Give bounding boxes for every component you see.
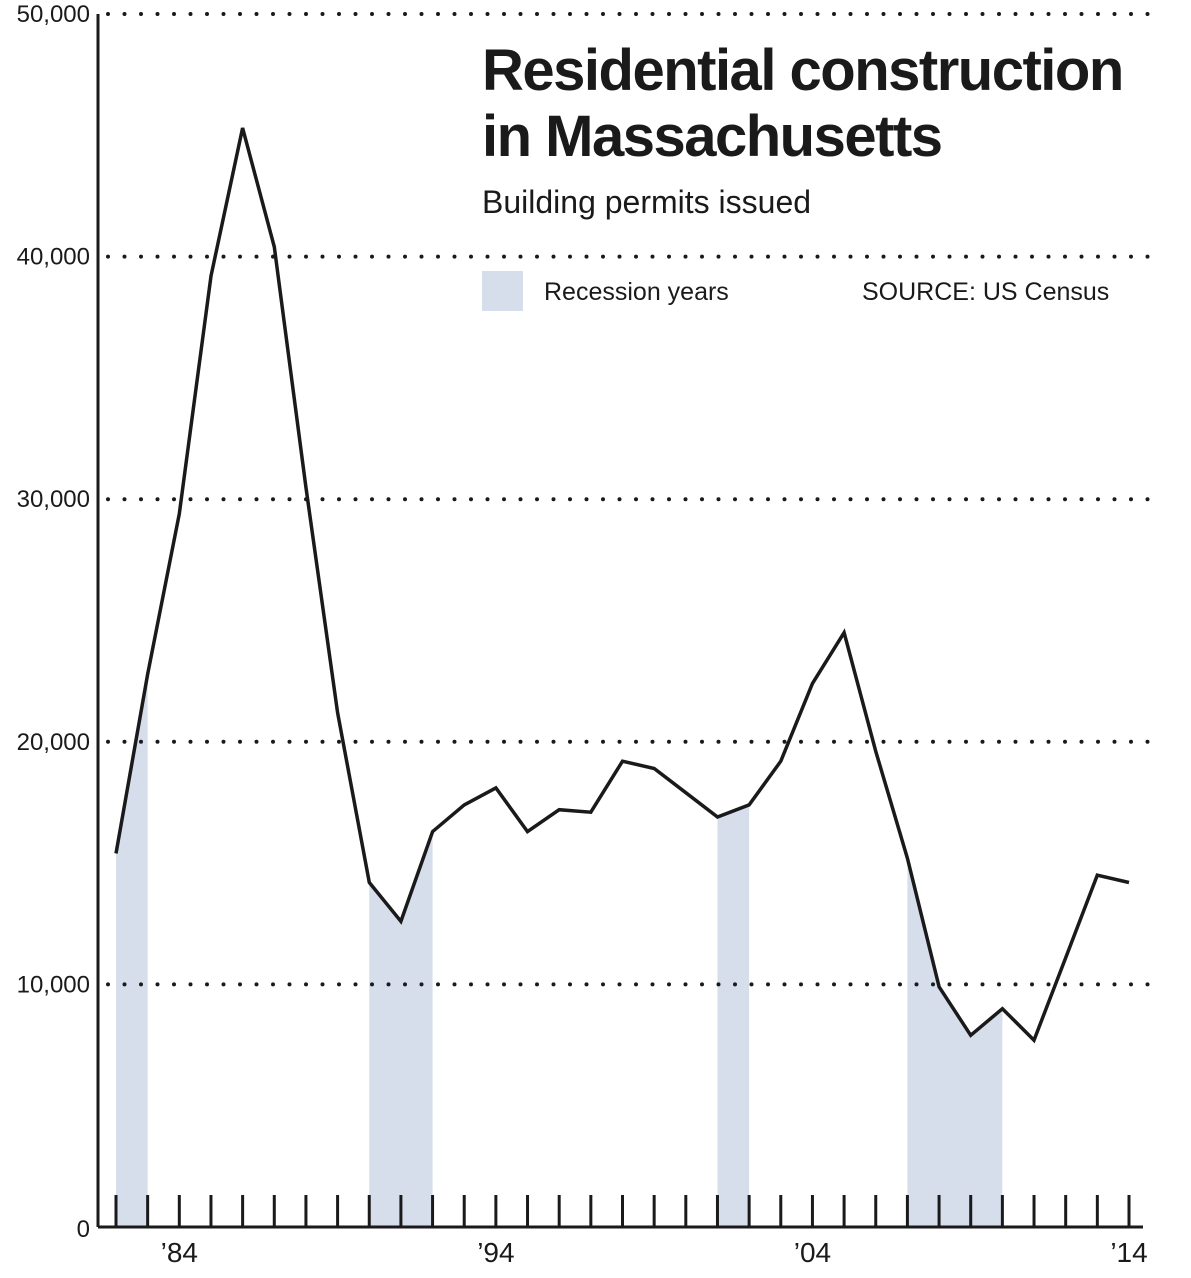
recession-band-2007-2010 — [907, 858, 1003, 1227]
y-tick-label-50000: 50,000 — [17, 1, 90, 28]
x-axis-ticks — [114, 1195, 1131, 1227]
y-tick-label-10000: 10,000 — [17, 971, 90, 998]
chart-subtitle: Building permits issued — [482, 184, 812, 220]
legend-recession-swatch — [482, 271, 523, 311]
legend-recession-label: Recession years — [544, 278, 729, 306]
y-tick-label-40000: 40,000 — [17, 244, 90, 271]
y-tick-label-0: 0 — [77, 1216, 90, 1243]
chart-title-line-1: Residential construction — [482, 38, 1124, 103]
recession-bands — [116, 673, 1003, 1227]
y-tick-label-20000: 20,000 — [17, 729, 90, 756]
axis-labels: 0 10,000 20,000 30,000 40,000 50,000 ’84 ’94 ’04… — [17, 1, 1148, 1268]
x-tick-label-1994: ’94 — [477, 1237, 514, 1268]
chart-title-line-2: in Massachusetts — [482, 104, 943, 169]
recession-band-1990-1992 — [369, 831, 433, 1227]
gridlines — [106, 12, 1159, 987]
x-tick-label-1984: ’84 — [161, 1237, 198, 1268]
x-tick-label-2014: ’14 — [1110, 1237, 1147, 1268]
source-note: SOURCE: US Census — [862, 278, 1110, 306]
y-tick-label-30000: 30,000 — [17, 486, 90, 513]
recession-band-2001-2002 — [717, 804, 750, 1227]
chart-title: Residential construction in Massachusett… — [482, 38, 1124, 170]
x-tick-label-2004: ’04 — [794, 1237, 831, 1268]
series-line-permits — [114, 127, 1130, 1044]
